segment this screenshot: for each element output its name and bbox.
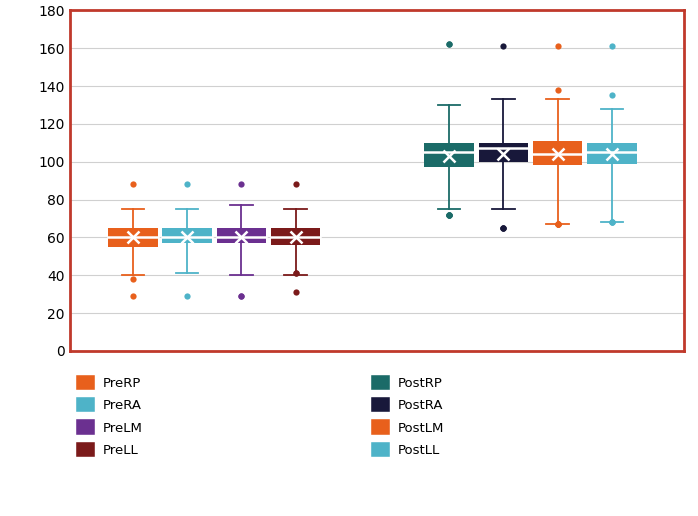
Bar <box>424 143 474 167</box>
Bar <box>479 143 528 162</box>
Bar <box>533 141 582 166</box>
Bar <box>587 143 637 164</box>
Legend: PostRP, PostRA, PostLM, PostLL: PostRP, PostRA, PostLM, PostLL <box>371 375 444 457</box>
Bar <box>163 228 212 243</box>
Bar <box>108 228 158 247</box>
Bar <box>216 228 266 243</box>
Bar <box>271 228 320 245</box>
